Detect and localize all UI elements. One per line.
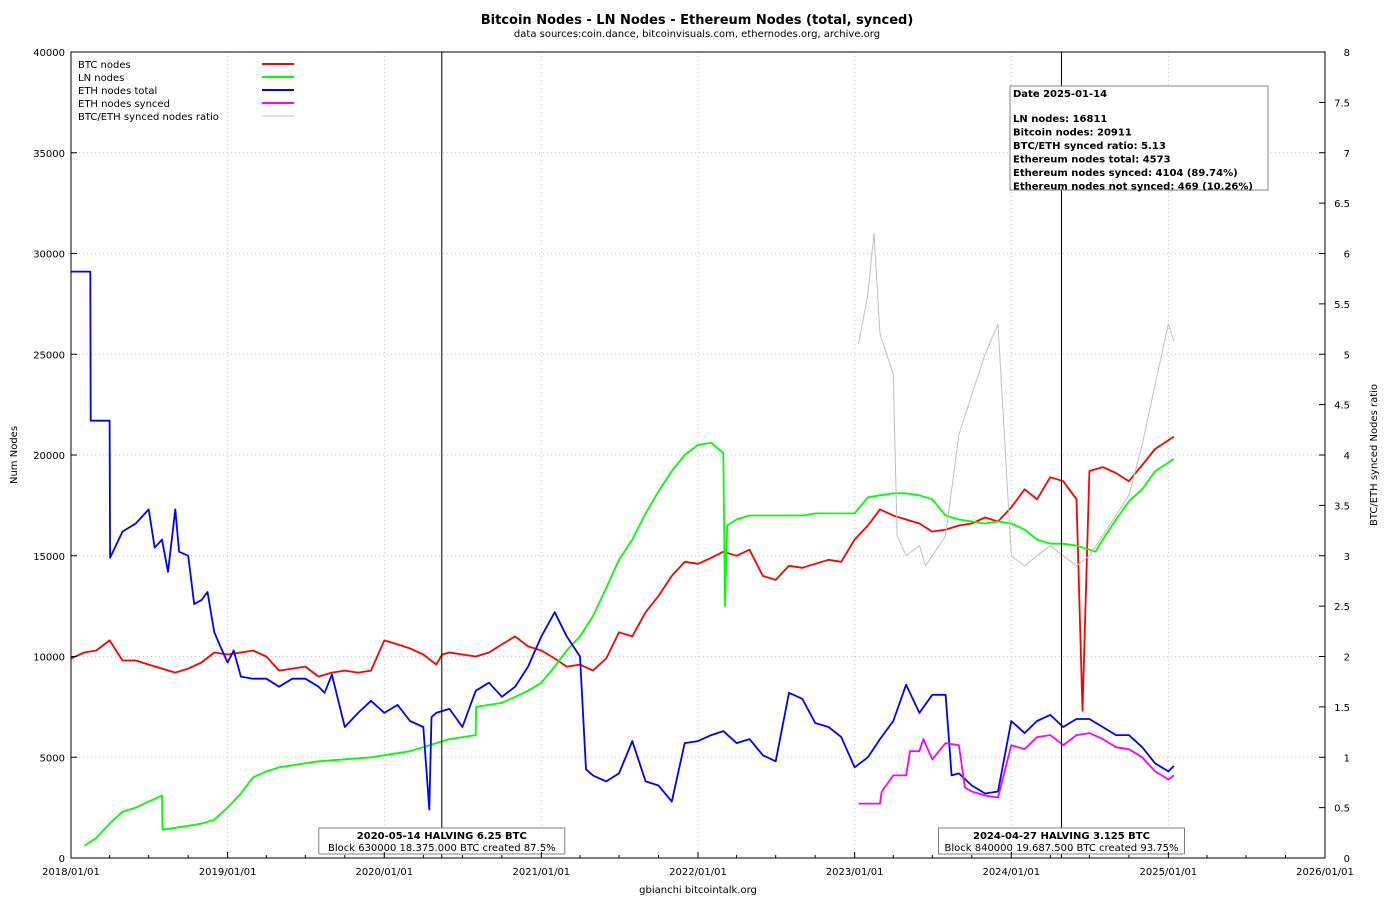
series-line-4 xyxy=(858,232,1175,567)
y2-tick-label: 6.5 xyxy=(1334,199,1350,210)
x-tick-label: 2019/01/01 xyxy=(199,867,257,878)
info-box: Date 2025-01-14 LN nodes: 16811 Bitcoin no… xyxy=(1009,85,1269,193)
x-tick-label: 2021/01/01 xyxy=(513,867,571,878)
halving-label-box xyxy=(318,827,566,855)
y2-tick-label: 3 xyxy=(1344,552,1350,563)
y-tick-label: 35000 xyxy=(33,149,65,160)
y-tick-label: 5000 xyxy=(40,753,65,764)
info-line: Ethereum nodes total: 4573 xyxy=(1013,155,1171,166)
legend-label: BTC nodes xyxy=(78,60,131,71)
legend-label: ETH nodes synced xyxy=(78,99,170,110)
axes: 0 5000 10000 15000 20000 25000 30000 35000 40000… xyxy=(33,48,1354,878)
y2-tick-label: 0.5 xyxy=(1334,804,1350,815)
info-line: BTC/ETH synced ratio: 5.13 xyxy=(1013,141,1166,152)
info-date: Date 2025-01-14 xyxy=(1013,89,1107,100)
grid-lines xyxy=(71,52,1325,858)
y2-tick-label: 1.5 xyxy=(1334,703,1350,714)
y2-tick-label: 6 xyxy=(1344,250,1350,261)
y2-tick-label: 5 xyxy=(1344,350,1350,361)
y-tick-label: 30000 xyxy=(33,250,65,261)
series-line-3 xyxy=(858,732,1175,805)
x-tick-label: 2025/01/01 xyxy=(1140,867,1198,878)
series-lines xyxy=(70,232,1175,847)
x-tick-label: 2020/01/01 xyxy=(355,867,413,878)
y2-tick-label: 7 xyxy=(1344,149,1350,160)
halving-label-title: 2024-04-27 HALVING 3.125 BTC xyxy=(973,831,1150,842)
series-line-2 xyxy=(71,270,1175,811)
series-line-1 xyxy=(83,442,1175,847)
y2-tick-label: 3.5 xyxy=(1334,501,1350,512)
y2-axis-label: BTC/ETH synced Nodes ratio xyxy=(1369,384,1380,526)
legend: BTC nodes LN nodes ETH nodes total ETH node… xyxy=(78,60,294,123)
y-tick-label: 40000 xyxy=(33,48,65,59)
halving-label-box xyxy=(937,827,1185,855)
halving-label-title: 2020-05-14 HALVING 6.25 BTC xyxy=(357,831,527,842)
y2-tick-label: 2.5 xyxy=(1334,602,1350,613)
y-tick-label: 10000 xyxy=(33,653,65,664)
info-line: LN nodes: 16811 xyxy=(1013,114,1107,125)
y-tick-label: 25000 xyxy=(33,350,65,361)
y2-tick-label: 0 xyxy=(1344,854,1350,865)
x-tick-label: 2018/01/01 xyxy=(42,867,100,878)
x-tick-label: 2023/01/01 xyxy=(826,867,884,878)
info-line: Ethereum nodes synced: 4104 (89.74%) xyxy=(1013,168,1238,179)
legend-label: LN nodes xyxy=(78,73,124,84)
chart-title: Bitcoin Nodes - LN Nodes - Ethereum Node… xyxy=(481,13,914,28)
y2-tick-label: 7.5 xyxy=(1334,98,1350,109)
info-line: Ethereum nodes not synced: 469 (10.26%) xyxy=(1013,182,1253,193)
info-line: Bitcoin nodes: 20911 xyxy=(1013,128,1132,139)
y2-tick-label: 2 xyxy=(1344,653,1350,664)
x-tick-label: 2024/01/01 xyxy=(982,867,1040,878)
legend-label: ETH nodes total xyxy=(78,86,157,97)
y2-tick-label: 8 xyxy=(1344,48,1350,59)
y-tick-label: 20000 xyxy=(33,451,65,462)
y-axis-label: Num Nodes xyxy=(9,426,20,484)
y2-tick-label: 4 xyxy=(1344,451,1350,462)
series-line-0 xyxy=(70,435,1175,712)
x-tick-label: 2026/01/01 xyxy=(1296,867,1354,878)
x-axis-label: gbianchi bitcointalk.org xyxy=(639,885,757,896)
halving-label-detail: Block 630000 18.375.000 BTC created 87.5… xyxy=(328,843,556,854)
y2-tick-label: 4.5 xyxy=(1334,401,1350,412)
info-box-frame xyxy=(1009,85,1269,191)
chart-subtitle: data sources:coin.dance, bitcoinvisuals.… xyxy=(514,29,880,40)
y2-tick-label: 1 xyxy=(1344,753,1350,764)
y-tick-label: 15000 xyxy=(33,552,65,563)
halving-label-detail: Block 840000 19.687.500 BTC created 93.7… xyxy=(945,843,1179,854)
y2-tick-label: 5.5 xyxy=(1334,300,1350,311)
legend-label: BTC/ETH synced nodes ratio xyxy=(78,112,219,123)
y-tick-label: 0 xyxy=(59,854,65,865)
x-tick-label: 2022/01/01 xyxy=(669,867,727,878)
